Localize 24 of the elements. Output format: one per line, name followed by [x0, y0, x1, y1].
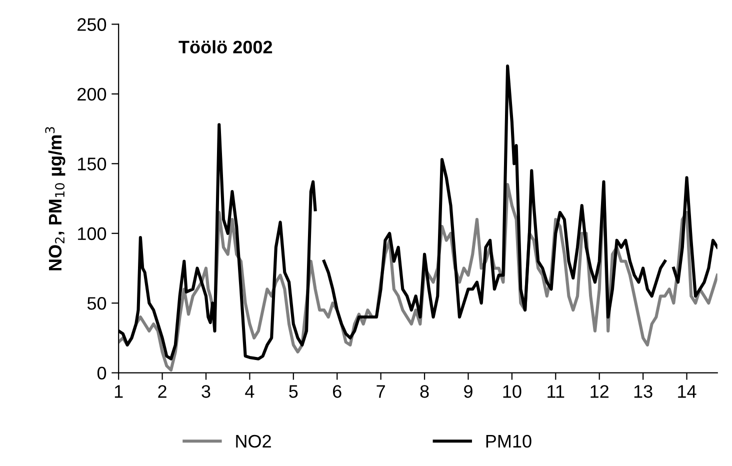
x-tick-label: 14 [678, 385, 696, 398]
text: Töölö 2002 [178, 40, 272, 54]
x-tick-label: 6 [333, 385, 342, 398]
y-tick-label: 250 [78, 18, 106, 31]
legend-label: PM10 [486, 434, 532, 448]
x-tick-label: 10 [503, 385, 522, 398]
x-tick-label: 12 [590, 385, 608, 398]
y-tick-label: 50 [87, 297, 106, 310]
y-tick-label: 100 [78, 227, 106, 240]
x-tick-label: 13 [634, 385, 652, 398]
x-tick-label: 3 [202, 385, 210, 398]
y-axis-title: NO$_{2}$, PM$_{10}$ µg/m$^{3}$ [45, 127, 66, 270]
legend-label: NO2 [236, 434, 271, 448]
y-tick-label: 200 [78, 88, 106, 101]
x-tick-label: 5 [289, 385, 298, 398]
y-tick-label: 0 [97, 366, 106, 380]
y-tick-label: 150 [78, 158, 106, 170]
x-tick-label: 4 [245, 385, 254, 398]
x-tick-label: 9 [464, 385, 472, 398]
x-tick-label: 1 [114, 385, 123, 398]
x-tick-label: 2 [158, 385, 166, 398]
x-tick-label: 11 [548, 385, 564, 398]
x-tick-label: 7 [376, 385, 385, 398]
x-tick-label: 8 [420, 385, 429, 398]
